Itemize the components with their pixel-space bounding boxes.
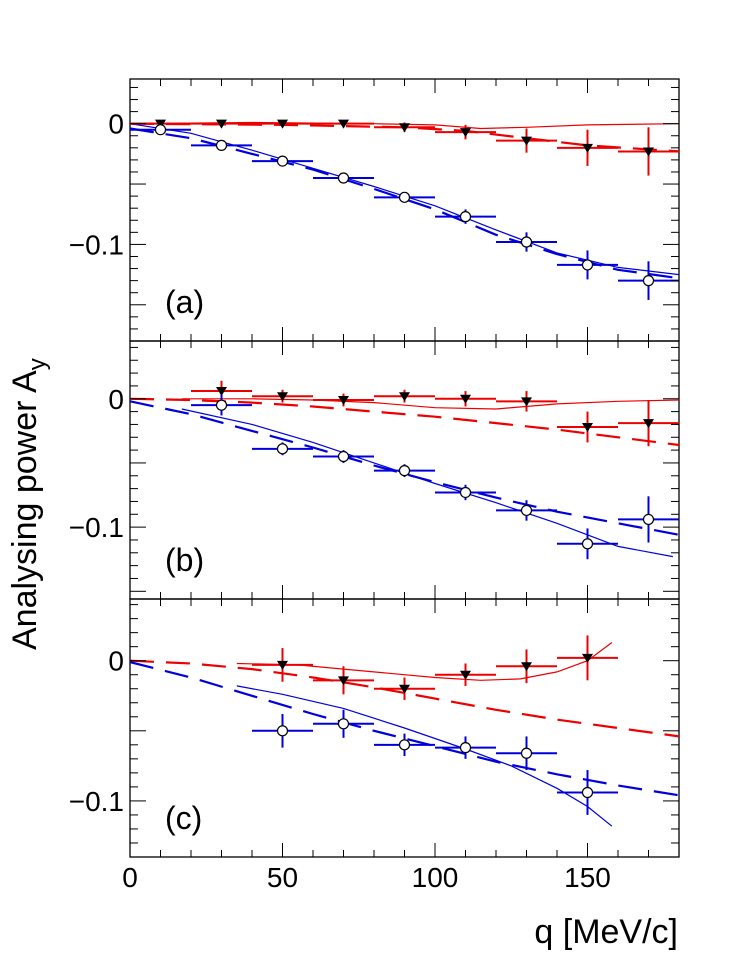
panel-3: 0 −0.1 (c)	[69, 598, 680, 858]
circle-marker	[398, 465, 411, 477]
triangle-marker	[399, 392, 410, 402]
y-tick-label: −0.1	[69, 512, 124, 543]
x-axis-title: q [MeV/c]	[534, 913, 678, 951]
circle-marker	[215, 399, 228, 411]
circle-marker	[520, 236, 533, 248]
circle-marker	[337, 172, 350, 184]
y-tick-label: 0	[108, 384, 124, 415]
y-axis-title-main: Analysing power A	[6, 370, 44, 650]
circle-marker	[398, 191, 411, 203]
circle-marker	[520, 747, 533, 759]
panel-label: (a)	[165, 284, 204, 320]
triangle-marker	[277, 660, 288, 670]
triangle-marker	[338, 396, 349, 406]
circle-marker	[581, 786, 594, 799]
panel-plot-area	[130, 380, 679, 560]
y-tick-label: 0	[108, 109, 124, 140]
circle-marker	[459, 486, 472, 499]
triangle-marker	[460, 394, 471, 404]
circle-marker	[459, 742, 472, 754]
x-tick-label: 0	[122, 862, 138, 893]
circle-marker	[276, 155, 289, 167]
triangle-marker	[521, 662, 532, 672]
circle-marker	[520, 504, 533, 517]
triangle-marker	[277, 392, 288, 402]
triangle-marker	[399, 123, 410, 133]
circle-marker	[276, 725, 289, 737]
triangle-marker	[643, 419, 654, 429]
triangle-marker	[521, 397, 532, 407]
triangle-marker	[399, 684, 410, 694]
circle-marker	[398, 739, 411, 751]
circle-marker	[154, 124, 167, 136]
x-tick-label: 50	[267, 862, 298, 893]
triangle-marker	[643, 147, 654, 157]
triangle-marker	[338, 676, 349, 686]
y-tick-label: 0	[108, 646, 124, 677]
blue-solid-curve	[181, 408, 674, 558]
triangle-marker	[582, 423, 593, 432]
circle-marker	[337, 450, 350, 463]
blue-solid-curve	[236, 685, 613, 827]
panel-label: (c)	[165, 800, 202, 836]
circle-marker	[642, 513, 655, 526]
y-tick-label: −0.1	[69, 229, 124, 260]
panel-plot-area	[130, 635, 679, 827]
triangle-marker	[460, 128, 471, 138]
blue-dashed-curve	[130, 127, 679, 280]
x-tick-label: 100	[412, 862, 459, 893]
circle-marker	[581, 538, 594, 550]
y-axis-title: Analysing power Ay	[6, 358, 51, 650]
red-solid-curve	[181, 398, 679, 410]
circle-marker	[337, 718, 350, 730]
panel-plot-area	[130, 119, 679, 300]
circle-marker	[215, 139, 228, 152]
triangle-marker	[216, 119, 227, 129]
circle-marker	[642, 275, 655, 287]
panel-label: (b)	[165, 542, 204, 578]
triangle-marker	[582, 143, 593, 153]
panel-1: 0 −0.1 (a)	[69, 78, 680, 342]
panel-frame	[129, 78, 680, 342]
circle-marker	[276, 443, 289, 455]
triangle-marker	[338, 119, 349, 129]
red-dashed-curve	[130, 659, 679, 738]
triangle-marker	[521, 136, 532, 146]
circle-marker	[459, 211, 472, 223]
circle-marker	[581, 259, 594, 271]
y-axis-title-subscript: y	[24, 358, 51, 370]
x-tick-label: 150	[564, 862, 611, 893]
plot-layer: 0 −0.1 (a) 0 −0.1 (b) 0 −0.1 (c) 0 50 100 150	[69, 78, 680, 893]
panel-2: 0 −0.1 (b)	[69, 340, 680, 600]
red-solid-curve	[236, 642, 613, 681]
blue-dashed-curve	[130, 400, 679, 536]
triangle-marker	[277, 119, 288, 129]
triangle-marker	[582, 653, 593, 663]
triangle-marker	[216, 387, 227, 397]
y-tick-label: −0.1	[69, 786, 124, 817]
triangle-marker	[460, 670, 471, 680]
